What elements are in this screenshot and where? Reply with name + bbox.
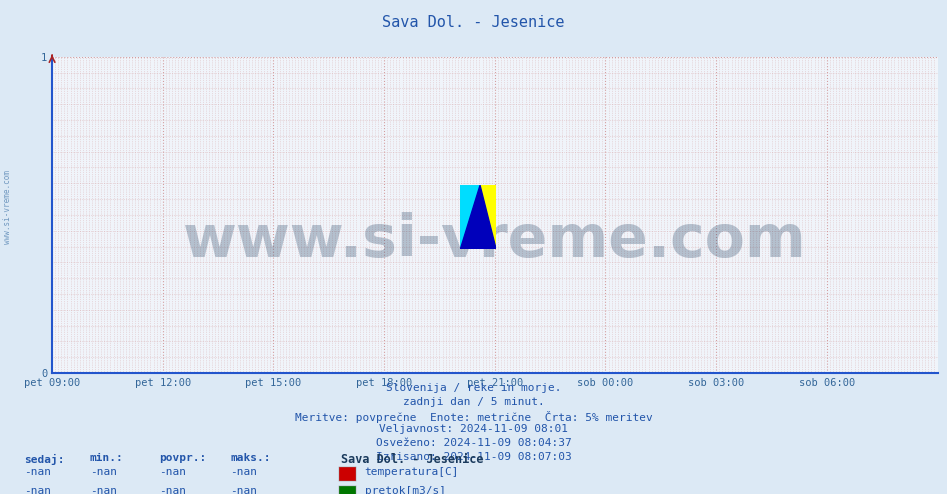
Text: maks.:: maks.:: [230, 453, 271, 463]
Text: Veljavnost: 2024-11-09 08:01: Veljavnost: 2024-11-09 08:01: [379, 424, 568, 434]
Text: www.si-vreme.com: www.si-vreme.com: [183, 212, 807, 269]
Text: -nan: -nan: [90, 486, 117, 494]
Text: pretok[m3/s]: pretok[m3/s]: [365, 486, 446, 494]
Text: Slovenija / reke in morje.: Slovenija / reke in morje.: [385, 383, 562, 393]
Text: zadnji dan / 5 minut.: zadnji dan / 5 minut.: [402, 397, 545, 407]
Polygon shape: [460, 185, 480, 249]
Text: Meritve: povprečne  Enote: metrične  Črta: 5% meritev: Meritve: povprečne Enote: metrične Črta:…: [295, 411, 652, 422]
Text: -nan: -nan: [90, 467, 117, 477]
Text: -nan: -nan: [159, 486, 187, 494]
Text: Osveženo: 2024-11-09 08:04:37: Osveženo: 2024-11-09 08:04:37: [376, 438, 571, 448]
Polygon shape: [460, 185, 496, 249]
Text: povpr.:: povpr.:: [159, 453, 206, 463]
Text: -nan: -nan: [230, 486, 258, 494]
Text: Izrisano: 2024-11-09 08:07:03: Izrisano: 2024-11-09 08:07:03: [376, 452, 571, 462]
Text: Sava Dol. - Jesenice: Sava Dol. - Jesenice: [341, 453, 483, 466]
Text: www.si-vreme.com: www.si-vreme.com: [3, 170, 12, 245]
Text: Sava Dol. - Jesenice: Sava Dol. - Jesenice: [383, 15, 564, 30]
Text: min.:: min.:: [90, 453, 124, 463]
Text: -nan: -nan: [230, 467, 258, 477]
Text: -nan: -nan: [159, 467, 187, 477]
Text: -nan: -nan: [24, 467, 51, 477]
Text: sedaj:: sedaj:: [24, 453, 64, 464]
Text: -nan: -nan: [24, 486, 51, 494]
Text: temperatura[C]: temperatura[C]: [365, 467, 459, 477]
